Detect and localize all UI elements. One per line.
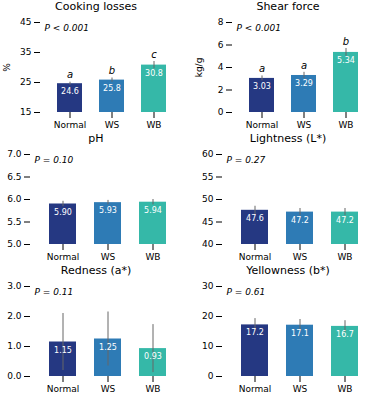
svg-text:WS: WS <box>297 120 312 130</box>
svg-text:%: % <box>2 63 12 72</box>
svg-text:5.34: 5.34 <box>337 56 355 65</box>
svg-text:30: 30 <box>202 281 214 291</box>
svg-text:7.0: 7.0 <box>7 149 22 159</box>
svg-text:45: 45 <box>20 17 31 27</box>
svg-text:P = 0.10: P = 0.10 <box>35 155 74 165</box>
svg-text:0.0: 0.0 <box>7 371 22 381</box>
svg-text:1.0: 1.0 <box>7 341 22 351</box>
svg-text:6.0: 6.0 <box>7 194 22 204</box>
html-text:Lightness (L*): Lightness (L*) <box>249 132 327 145</box>
svg-text:b: b <box>109 65 115 76</box>
svg-text:3.03: 3.03 <box>253 82 271 91</box>
svg-text:P < 0.001: P < 0.001 <box>45 23 89 33</box>
svg-text:2: 2 <box>218 85 224 95</box>
svg-text:WS: WS <box>105 120 120 130</box>
svg-text:WS: WS <box>293 384 308 394</box>
svg-text:WB: WB <box>338 120 353 130</box>
svg-text:17.2: 17.2 <box>246 328 264 337</box>
svg-text:a: a <box>301 60 307 71</box>
html-text:pH: pH <box>88 132 104 145</box>
svg-text:35: 35 <box>20 47 31 57</box>
svg-text:55: 55 <box>202 172 213 182</box>
svg-text:5.5: 5.5 <box>7 217 21 227</box>
html-text:Cooking losses: Cooking losses <box>55 0 137 13</box>
svg-text:P = 0.11: P = 0.11 <box>35 287 74 297</box>
svg-text:1.15: 1.15 <box>54 346 72 355</box>
svg-text:Normal: Normal <box>47 384 80 394</box>
svg-text:1.25: 1.25 <box>99 343 117 352</box>
svg-text:WS: WS <box>101 384 116 394</box>
svg-text:0: 0 <box>218 107 224 117</box>
svg-text:0: 0 <box>208 371 214 381</box>
svg-text:17.1: 17.1 <box>291 329 309 338</box>
svg-text:kg/g: kg/g <box>194 58 204 78</box>
svg-text:15: 15 <box>20 107 31 117</box>
svg-text:30.8: 30.8 <box>145 69 163 78</box>
svg-text:16.7: 16.7 <box>336 330 354 339</box>
html-text:Shear force: Shear force <box>256 0 320 13</box>
svg-text:c: c <box>151 49 157 60</box>
svg-text:4: 4 <box>218 62 224 72</box>
svg-text:20: 20 <box>202 311 214 321</box>
svg-text:Normal: Normal <box>47 252 80 262</box>
svg-text:40: 40 <box>202 239 214 249</box>
svg-text:P < 0.001: P < 0.001 <box>237 23 281 33</box>
svg-text:45: 45 <box>202 217 213 227</box>
svg-text:25.8: 25.8 <box>103 84 121 93</box>
html-text:Yellowness (b*): Yellowness (b*) <box>246 264 330 277</box>
svg-text:WB: WB <box>146 120 161 130</box>
svg-text:0.93: 0.93 <box>144 352 162 361</box>
svg-text:25: 25 <box>20 77 31 87</box>
svg-text:6.5: 6.5 <box>7 172 21 182</box>
svg-text:5.90: 5.90 <box>54 208 72 217</box>
svg-text:47.2: 47.2 <box>291 216 309 225</box>
svg-text:50: 50 <box>202 194 214 204</box>
svg-text:WB: WB <box>145 384 160 394</box>
svg-text:3.29: 3.29 <box>295 79 313 88</box>
svg-text:WS: WS <box>101 252 116 262</box>
svg-text:10: 10 <box>202 341 214 351</box>
svg-text:Normal: Normal <box>239 384 272 394</box>
svg-text:Normal: Normal <box>239 252 272 262</box>
svg-text:WB: WB <box>145 252 160 262</box>
svg-text:2.0: 2.0 <box>7 311 22 321</box>
svg-text:WB: WB <box>337 384 352 394</box>
svg-text:WS: WS <box>293 252 308 262</box>
svg-text:Normal: Normal <box>246 120 279 130</box>
svg-text:Normal: Normal <box>54 120 87 130</box>
svg-text:47.6: 47.6 <box>246 214 264 223</box>
svg-text:6: 6 <box>218 40 224 50</box>
svg-text:47.2: 47.2 <box>336 216 354 225</box>
svg-text:5.0: 5.0 <box>7 239 22 249</box>
svg-text:a: a <box>67 69 73 80</box>
svg-text:60: 60 <box>202 149 214 159</box>
svg-text:5.94: 5.94 <box>144 206 162 215</box>
svg-text:P = 0.27: P = 0.27 <box>227 155 266 165</box>
svg-text:8: 8 <box>218 17 224 27</box>
svg-text:a: a <box>259 63 265 74</box>
html-text:Redness (a*): Redness (a*) <box>60 264 132 277</box>
svg-text:P = 0.61: P = 0.61 <box>227 287 266 297</box>
svg-text:b: b <box>343 36 349 47</box>
svg-text:24.6: 24.6 <box>61 87 79 96</box>
svg-text:3.0: 3.0 <box>7 281 22 291</box>
svg-text:WB: WB <box>337 252 352 262</box>
svg-text:5.93: 5.93 <box>99 206 117 215</box>
